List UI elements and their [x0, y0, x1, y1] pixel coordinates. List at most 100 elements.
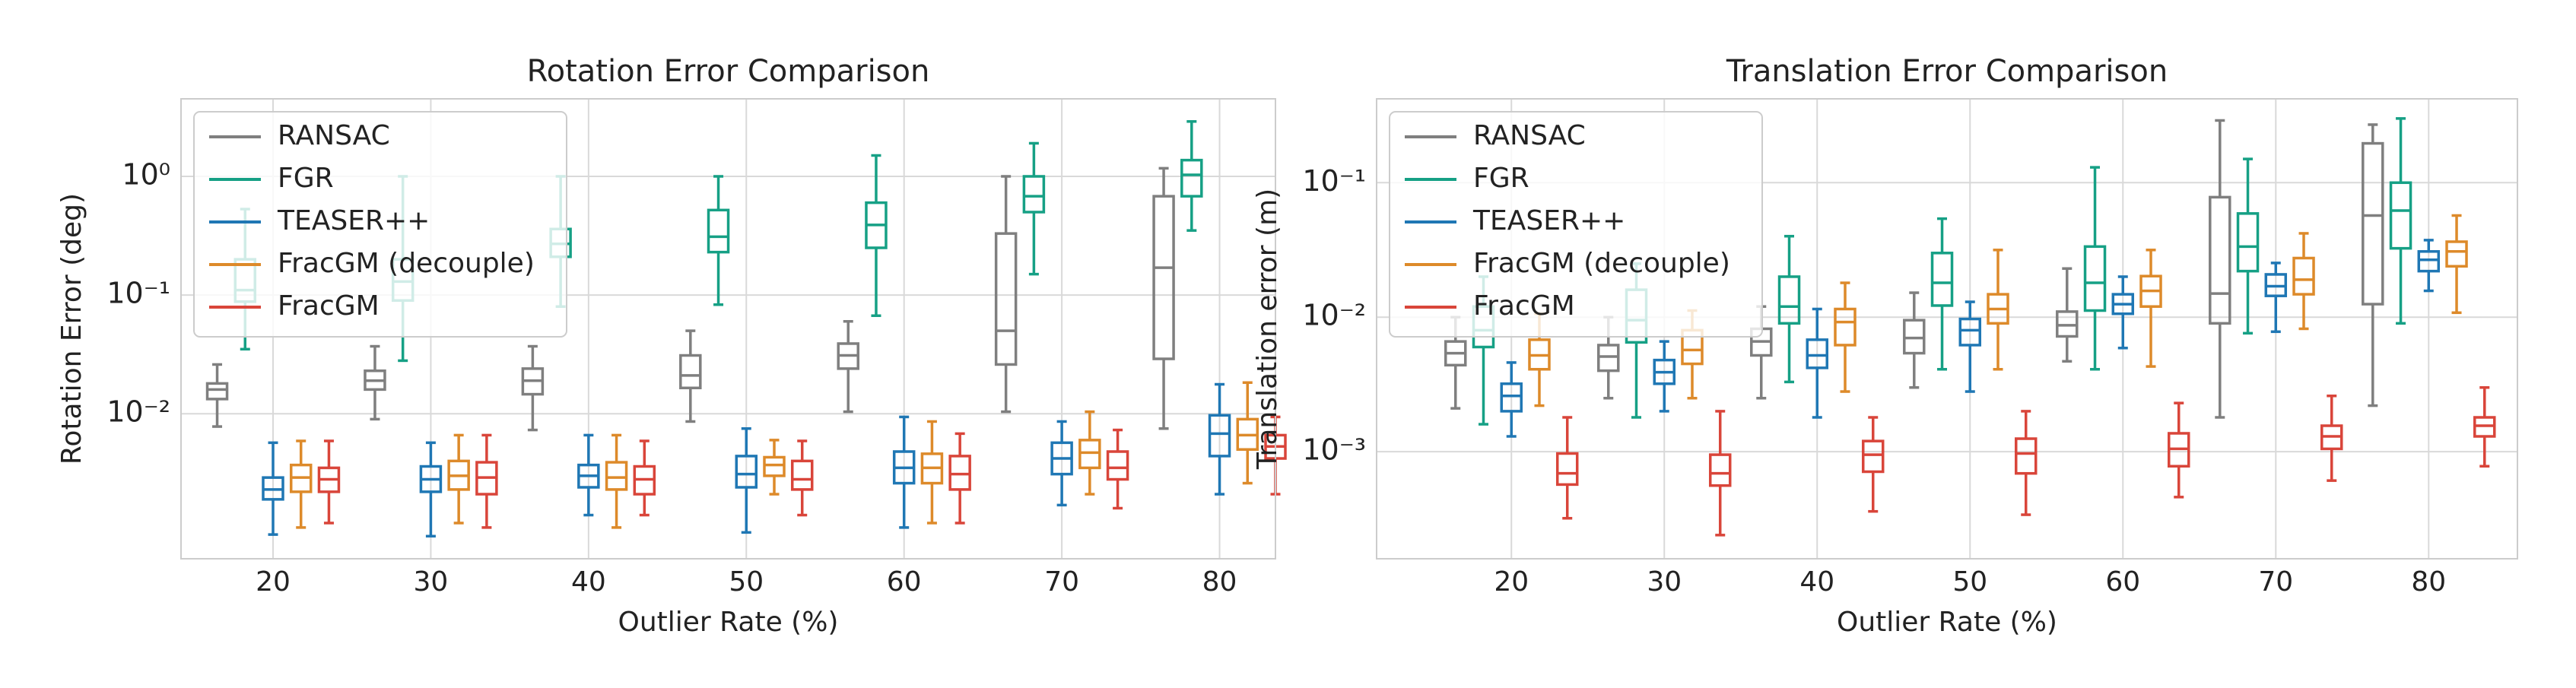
box-group [2362, 123, 2384, 407]
x-tick-label: 80 [2411, 566, 2446, 598]
box [2292, 256, 2315, 296]
box-group [1022, 141, 1046, 276]
box-group [1050, 420, 1073, 507]
box-group [679, 329, 702, 423]
x-tick-label: 20 [1494, 566, 1529, 598]
box-group [1958, 300, 1982, 393]
x-tick-label: 50 [729, 566, 764, 598]
legend-label: FracGM [1473, 290, 1575, 322]
box-group [447, 433, 470, 525]
box-group [2264, 262, 2288, 334]
x-axis-label: Outlier Rate (%) [1837, 607, 2057, 638]
box [679, 354, 702, 390]
box-group [2209, 119, 2231, 419]
axes-frame [180, 98, 1276, 560]
box-group [521, 344, 545, 432]
x-tick-label: 30 [1647, 566, 1682, 598]
box [1777, 275, 1801, 325]
box [2209, 195, 2231, 325]
box-group [707, 175, 730, 306]
legend: RANSAC FGR TEASER++ FracGM (decouple) FracGM [1389, 111, 1763, 338]
box-group [2417, 239, 2441, 293]
box-group [1152, 166, 1175, 430]
box-group [364, 344, 386, 421]
box [1555, 452, 1579, 487]
chart-title: Rotation Error Comparison [527, 54, 930, 89]
box [2445, 240, 2468, 268]
box-group [2320, 394, 2343, 482]
box [605, 461, 628, 491]
box-group [994, 175, 1018, 414]
legend-label: FGR [1473, 163, 1529, 194]
legend-label: RANSAC [1473, 120, 1586, 151]
box-group [2445, 214, 2468, 315]
box [1958, 317, 1982, 347]
box-group [1806, 307, 1829, 419]
box-group [289, 439, 313, 529]
box-group [262, 441, 284, 536]
box-group [1106, 428, 1129, 510]
box-group [605, 433, 628, 529]
box-group [1987, 249, 2009, 371]
y-tick-label: 10⁻¹ [1302, 164, 1366, 198]
box [2014, 437, 2038, 475]
chart-title: Translation Error Comparison [1726, 54, 2168, 89]
legend-label: RANSAC [278, 120, 390, 151]
box-group [2292, 232, 2315, 331]
box-group [1930, 217, 1954, 371]
y-tick-label: 10⁻² [1302, 299, 1366, 332]
box-group [2083, 166, 2107, 371]
x-tick-label: 60 [887, 566, 922, 598]
legend-label: FracGM (decouple) [1473, 248, 1730, 279]
legend-frame [193, 111, 567, 338]
box-group [763, 439, 786, 496]
x-tick-label: 20 [256, 566, 291, 598]
y-axis-label: Translation error (m) [1252, 189, 1283, 470]
axes-frame [1376, 98, 2518, 560]
box [1930, 252, 1954, 307]
box-group [2389, 117, 2412, 325]
box [1806, 338, 1829, 369]
box-group [1653, 340, 1676, 413]
box-group [2168, 401, 2190, 499]
x-tick-label: 70 [2258, 566, 2293, 598]
legend-label: TEASER++ [1472, 205, 1625, 236]
box [1106, 450, 1129, 481]
box-group [837, 319, 859, 414]
box-group [1555, 416, 1579, 520]
box-group [1078, 410, 1101, 496]
box-group [1777, 234, 1801, 384]
legend: RANSAC FGR TEASER++ FracGM (decouple) FracGM [193, 111, 567, 338]
y-tick-label: 10⁻¹ [106, 277, 170, 310]
box [2236, 212, 2260, 273]
box-group [865, 154, 888, 318]
box [205, 382, 229, 401]
box-group [317, 439, 341, 525]
box [1500, 382, 1523, 413]
box-group [735, 426, 758, 534]
box [2362, 141, 2384, 306]
x-tick-label: 60 [2105, 566, 2140, 598]
box [2083, 245, 2107, 312]
box-group [1500, 361, 1523, 438]
box-group [948, 432, 971, 525]
box [1152, 195, 1175, 360]
box [948, 455, 971, 491]
box [1180, 158, 1203, 198]
box-group [892, 415, 916, 529]
box-group [1236, 381, 1259, 485]
x-tick-label: 40 [1799, 566, 1834, 598]
box [1834, 307, 1857, 347]
box [1708, 453, 1732, 487]
box-group [633, 439, 656, 517]
box-group [1180, 120, 1203, 232]
x-axis-label: Outlier Rate (%) [618, 607, 839, 638]
box-group [2473, 385, 2496, 468]
x-tick-label: 70 [1044, 566, 1079, 598]
box [1903, 319, 1926, 355]
y-tick-label: 10⁰ [122, 157, 170, 191]
box [1597, 344, 1620, 373]
box [994, 232, 1018, 366]
box-group [475, 433, 498, 529]
y-tick-label: 10⁻² [106, 395, 170, 429]
